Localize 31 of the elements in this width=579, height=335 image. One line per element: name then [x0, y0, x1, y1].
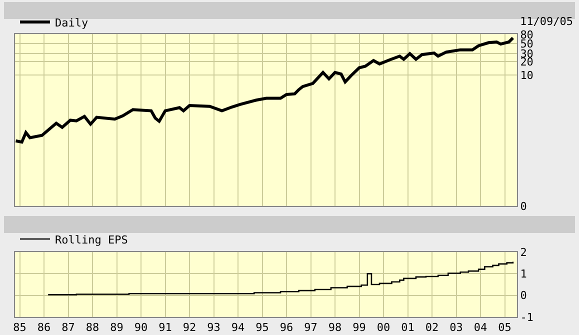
line-series — [15, 36, 514, 144]
x-tick-label: 94 — [231, 321, 246, 334]
x-tick-label: 03 — [450, 321, 463, 334]
x-tick-label: 89 — [110, 321, 124, 334]
x-tick-label: 93 — [207, 321, 220, 334]
y-tick-label: 0 — [520, 289, 527, 302]
x-tick-label: 96 — [280, 321, 294, 334]
x-tick-label: 86 — [37, 321, 51, 334]
x-tick-label: 04 — [474, 321, 488, 334]
y-tick-label: 0 — [520, 200, 527, 213]
x-tick-label: 98 — [328, 321, 342, 334]
legend-label: Rolling EPS — [55, 233, 128, 246]
x-tick-label: 90 — [134, 321, 148, 334]
y-tick-label: -1 — [520, 310, 534, 324]
x-tick-label: 87 — [62, 321, 75, 334]
x-tick-label: 85 — [13, 321, 26, 334]
x-tick-label: 99 — [352, 321, 366, 334]
x-tick-label: 00 — [376, 321, 390, 334]
x-tick-label: 97 — [304, 321, 318, 334]
y-tick-label: 1 — [520, 268, 527, 281]
x-tick-label: 92 — [182, 321, 196, 334]
legend-label: Daily — [55, 16, 88, 30]
x-tick-label: 95 — [256, 321, 269, 334]
x-tick-label: 91 — [158, 321, 172, 334]
y-tick-label: 2 — [520, 246, 527, 259]
text: 11/09/05 — [520, 15, 573, 28]
y-tick-label: 10 — [520, 68, 534, 82]
x-tick-label: 02 — [425, 321, 439, 334]
x-tick-label: 01 — [401, 321, 414, 334]
x-tick-label: 05 — [498, 321, 512, 334]
x-tick-label: 88 — [86, 321, 100, 334]
